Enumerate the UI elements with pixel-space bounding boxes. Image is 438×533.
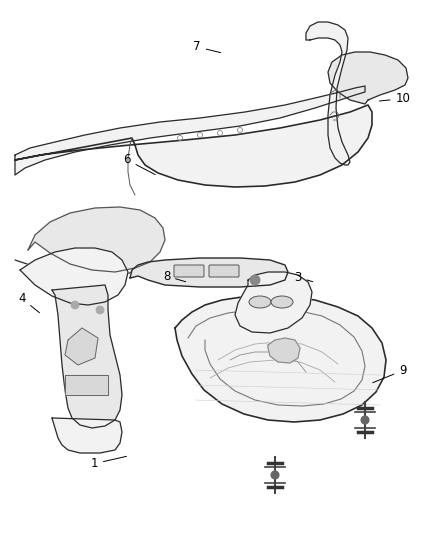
Polygon shape <box>65 328 98 365</box>
Polygon shape <box>306 22 350 165</box>
Ellipse shape <box>271 296 293 308</box>
Text: 9: 9 <box>373 364 407 383</box>
Polygon shape <box>52 285 122 428</box>
Polygon shape <box>328 52 408 104</box>
Text: 4: 4 <box>18 292 39 313</box>
Circle shape <box>250 275 260 285</box>
Circle shape <box>96 306 104 314</box>
Text: 8: 8 <box>163 270 186 282</box>
Polygon shape <box>130 258 288 287</box>
Text: 10: 10 <box>379 92 410 105</box>
Polygon shape <box>52 418 122 453</box>
FancyBboxPatch shape <box>209 265 239 277</box>
Polygon shape <box>28 207 165 272</box>
Polygon shape <box>235 272 312 333</box>
Text: 7: 7 <box>193 41 221 53</box>
Text: 1: 1 <box>90 456 127 470</box>
Circle shape <box>71 301 79 309</box>
Text: 3: 3 <box>294 271 313 284</box>
Circle shape <box>271 471 279 479</box>
Text: 6: 6 <box>123 154 155 175</box>
Polygon shape <box>65 375 108 395</box>
Polygon shape <box>20 248 128 305</box>
Circle shape <box>361 416 369 424</box>
Polygon shape <box>268 338 300 363</box>
Polygon shape <box>175 296 386 422</box>
Ellipse shape <box>249 296 271 308</box>
Polygon shape <box>15 105 372 187</box>
Polygon shape <box>15 86 365 175</box>
FancyBboxPatch shape <box>174 265 204 277</box>
